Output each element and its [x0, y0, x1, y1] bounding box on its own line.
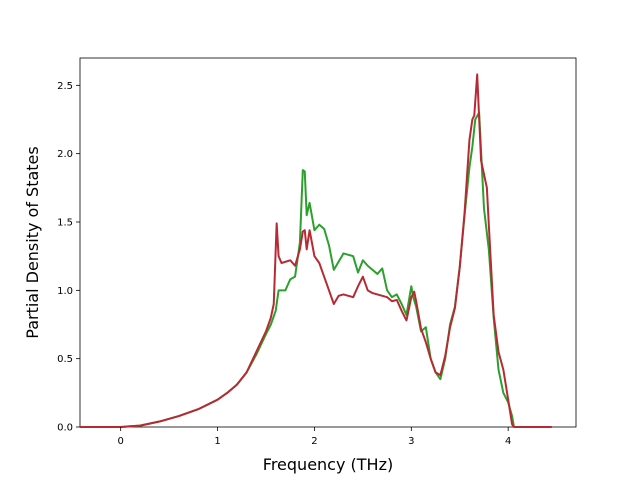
- series-layer: [80, 73, 552, 428]
- x-tick-label: 3: [408, 436, 414, 447]
- y-tick-label: 2.5: [57, 81, 73, 92]
- y-tick-label: 2.0: [57, 149, 73, 160]
- x-tick-label: 4: [505, 436, 511, 447]
- y-axis-ticks: 0.0 0.5 1.0 1.5 2.0 2.5: [57, 81, 80, 434]
- y-axis-label: Partial Density of States: [23, 146, 42, 338]
- x-axis-ticks: 0 1 2 3 4: [118, 427, 511, 447]
- series-line-2: [80, 73, 552, 428]
- x-tick-label: 0: [118, 436, 124, 447]
- y-tick-label: 0.5: [57, 354, 73, 365]
- y-tick-label: 1.5: [57, 218, 73, 229]
- x-tick-label: 1: [214, 436, 220, 447]
- y-tick-label: 0.0: [57, 423, 73, 434]
- x-axis-label: Frequency (THz): [263, 455, 393, 474]
- x-tick-label: 2: [311, 436, 317, 447]
- y-tick-label: 1.0: [57, 286, 73, 297]
